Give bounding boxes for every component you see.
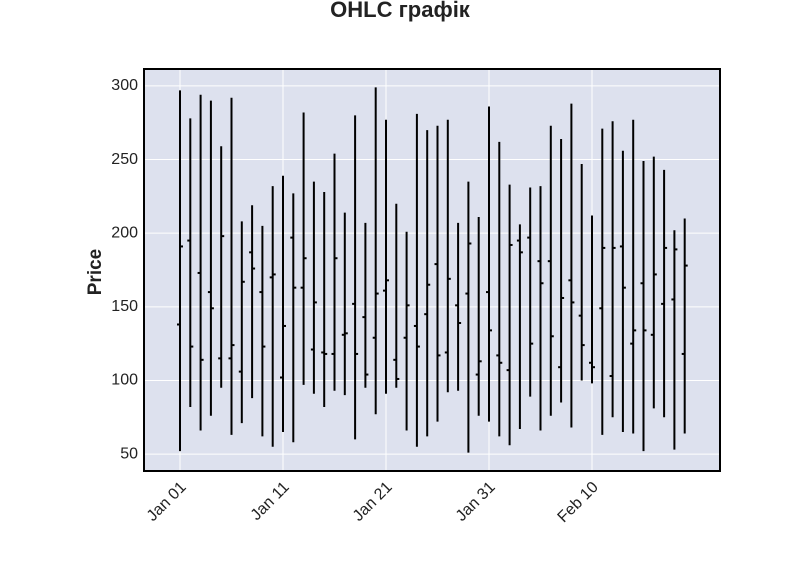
y-tick-label: 250 <box>111 151 138 168</box>
y-axis-label: Price <box>85 249 106 295</box>
x-tick-label: Jan 31 <box>453 479 499 525</box>
plot-area <box>144 69 720 471</box>
y-tick-label: 150 <box>111 298 138 315</box>
y-tick-label: 50 <box>120 445 138 462</box>
y-tick-label: 300 <box>111 77 138 94</box>
x-tick-label: Jan 11 <box>248 479 293 524</box>
x-tick-label: Feb 10 <box>555 479 602 526</box>
y-tick-label: 200 <box>111 224 138 241</box>
chart-title: OHLC графік <box>330 0 471 22</box>
x-tick-label: Jan 01 <box>144 479 190 525</box>
y-tick-label: 100 <box>111 372 138 389</box>
plot-border <box>143 68 721 472</box>
x-tick-label: Jan 21 <box>350 479 396 525</box>
